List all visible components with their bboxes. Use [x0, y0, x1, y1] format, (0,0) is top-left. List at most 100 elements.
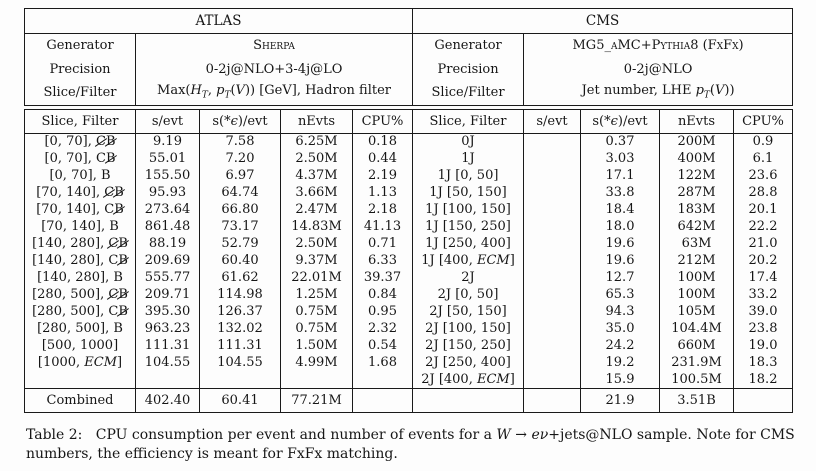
column-header: s/evt [523, 109, 581, 134]
data-table: Slice, Filter s/evt s(*ϵ)/evt nEvts CPU% Slic… [24, 109, 793, 413]
cell: 402.40 [135, 388, 200, 413]
cell: 1.13 [352, 184, 413, 202]
cell: 7.58 [199, 133, 281, 151]
cms-precision-label: Precision [412, 57, 524, 82]
cell: 9.19 [135, 133, 200, 151]
column-header: CPU% [352, 109, 413, 134]
cell [199, 371, 281, 389]
cell: 33.8 [580, 184, 660, 202]
cell: 23.8 [733, 320, 793, 338]
column-header: nEvts [280, 109, 353, 134]
cell: 35.0 [580, 320, 660, 338]
cell: [140, 280], CB [32, 236, 128, 251]
cell: 1.68 [352, 354, 413, 372]
cell: 12.7 [580, 269, 660, 287]
table-row: 2J [400, ECM] 15.9 100.5M 18.2 [25, 371, 793, 389]
column-header: nEvts [659, 109, 734, 134]
cell: 18.2 [733, 371, 793, 389]
cell: 1.50M [280, 337, 353, 355]
cell: 2.50M [280, 235, 353, 253]
cell: [140, 280], B [37, 270, 123, 285]
cell: 9.37M [280, 252, 353, 270]
cell [523, 218, 581, 236]
cell: 24.2 [580, 337, 660, 355]
cell: 14.83M [280, 218, 353, 236]
atlas-slice-label: Slice/Filter [43, 85, 117, 101]
cell: 2J [400, ECM] [412, 371, 524, 389]
atlas-generator-value: Sherpa [134, 33, 413, 58]
cell: 122M [659, 167, 734, 185]
cell: 1J [50, 150] [412, 184, 524, 202]
cell: 17.4 [733, 269, 793, 287]
cell: 1J [150, 250] [412, 218, 524, 236]
cell [523, 133, 581, 151]
cell: 19.6 [580, 252, 660, 270]
cell: 23.6 [733, 167, 793, 185]
experiment-title-row: ATLAS CMS [24, 8, 793, 34]
cell [352, 371, 413, 389]
table-row: [500, 1000] 111.31 111.31 1.50M 0.54 2J [150,… [25, 337, 793, 355]
cell: 395.30 [135, 303, 200, 321]
table-row: [140, 280], CB 209.69 60.40 9.37M 6.33 1J [40… [25, 252, 793, 270]
cell: 22.2 [733, 218, 793, 236]
cell: 65.3 [580, 286, 660, 304]
cell [523, 184, 581, 202]
cell: 0.44 [352, 150, 413, 168]
cell: 0.54 [352, 337, 413, 355]
cell: 2.19 [352, 167, 413, 185]
cell [280, 371, 353, 389]
cell: 0.75M [280, 303, 353, 321]
table-row: [70, 140], B 861.48 73.17 14.83M 41.13 1J [15… [25, 218, 793, 236]
cell [412, 388, 524, 413]
cell: 2J [250, 400] [412, 354, 524, 372]
cell: 4.37M [280, 167, 353, 185]
slice-filter-row: Slice/Filter Max(HT, pT(V)) [GeV], Hadro… [25, 81, 793, 106]
atlas-title: ATLAS [24, 8, 413, 34]
cell: 2J [50, 150] [412, 303, 524, 321]
cell: 64.74 [199, 184, 281, 202]
cell: 6.25M [280, 133, 353, 151]
atlas-slice-value: Max(HT, pT(V)) [GeV], Hadron filter [134, 81, 413, 106]
cell: 41.13 [352, 218, 413, 236]
cell: 94.3 [580, 303, 660, 321]
table-row: [280, 500], CB 395.30 126.37 0.75M 0.95 2J [5… [25, 303, 793, 321]
cell: 273.64 [135, 201, 200, 219]
cell: 126.37 [199, 303, 281, 321]
table-row: [1000, ECM] 104.55 104.55 4.99M 1.68 2J [250,… [25, 354, 793, 372]
cell: 2.47M [280, 201, 353, 219]
cell: 4.99M [280, 354, 353, 372]
cell: 100M [659, 269, 734, 287]
cell: 104.4M [659, 320, 734, 338]
cell: 2.50M [280, 150, 353, 168]
cms-title: CMS [412, 8, 793, 34]
cell: 0.18 [352, 133, 413, 151]
cell: [70, 140], CB [36, 202, 124, 217]
cell: 105M [659, 303, 734, 321]
cell: [70, 140], CB [36, 185, 124, 200]
cell: [0, 70], CB [44, 151, 116, 166]
cell [25, 372, 136, 389]
cms-precision-value: 0-2j@NLO [523, 57, 793, 82]
column-header: s(*ϵ)/evt [199, 109, 281, 134]
cms-generator-value: MG5_aMC+Pythia8 (FxFx) [523, 33, 793, 58]
table-caption: Table 2: CPU consumption per event and n… [26, 427, 795, 462]
cell: 555.77 [135, 269, 200, 287]
cell: 104.55 [199, 354, 281, 372]
cell: [0, 70], CB [44, 134, 116, 150]
cell: 209.69 [135, 252, 200, 270]
cell [352, 388, 413, 413]
cell: 155.50 [135, 167, 200, 185]
atlas-precision-label: Precision [49, 61, 111, 77]
cell: 28.8 [733, 184, 793, 202]
combined-row: Combined 402.40 60.41 77.21M 21.9 3.51B [24, 388, 793, 413]
column-header: s/evt [135, 109, 200, 134]
cell [523, 388, 581, 413]
cell: 61.62 [199, 269, 281, 287]
column-header: Slice, Filter [24, 109, 136, 134]
cell: 212M [659, 252, 734, 270]
cell: [1000, ECM] [37, 355, 123, 370]
cell: 60.41 [199, 388, 281, 413]
cell [523, 286, 581, 304]
main-table-body: [0, 70], CB 9.19 7.58 6.25M 0.18 0J 0.37 200M 0.… [24, 133, 793, 413]
cell: 1J [250, 400] [412, 235, 524, 253]
